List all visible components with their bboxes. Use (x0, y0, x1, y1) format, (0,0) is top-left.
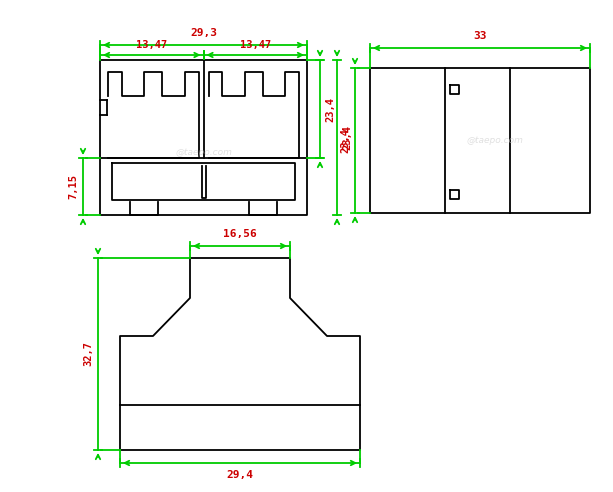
Text: 7,15: 7,15 (68, 174, 78, 199)
Text: 29,3: 29,3 (190, 28, 217, 38)
Text: 23,4: 23,4 (325, 96, 335, 122)
Text: 23,4: 23,4 (340, 128, 350, 153)
Text: 13,47: 13,47 (240, 40, 271, 50)
Text: 16,56: 16,56 (223, 229, 257, 239)
Text: 33: 33 (473, 31, 487, 41)
Text: 23,4: 23,4 (342, 125, 352, 150)
Text: 32,7: 32,7 (83, 341, 93, 367)
Text: @taepo.com: @taepo.com (175, 148, 232, 157)
Text: @taepo.com: @taepo.com (466, 136, 524, 145)
Text: 29,4: 29,4 (226, 470, 254, 480)
Text: 13,47: 13,47 (136, 40, 167, 50)
